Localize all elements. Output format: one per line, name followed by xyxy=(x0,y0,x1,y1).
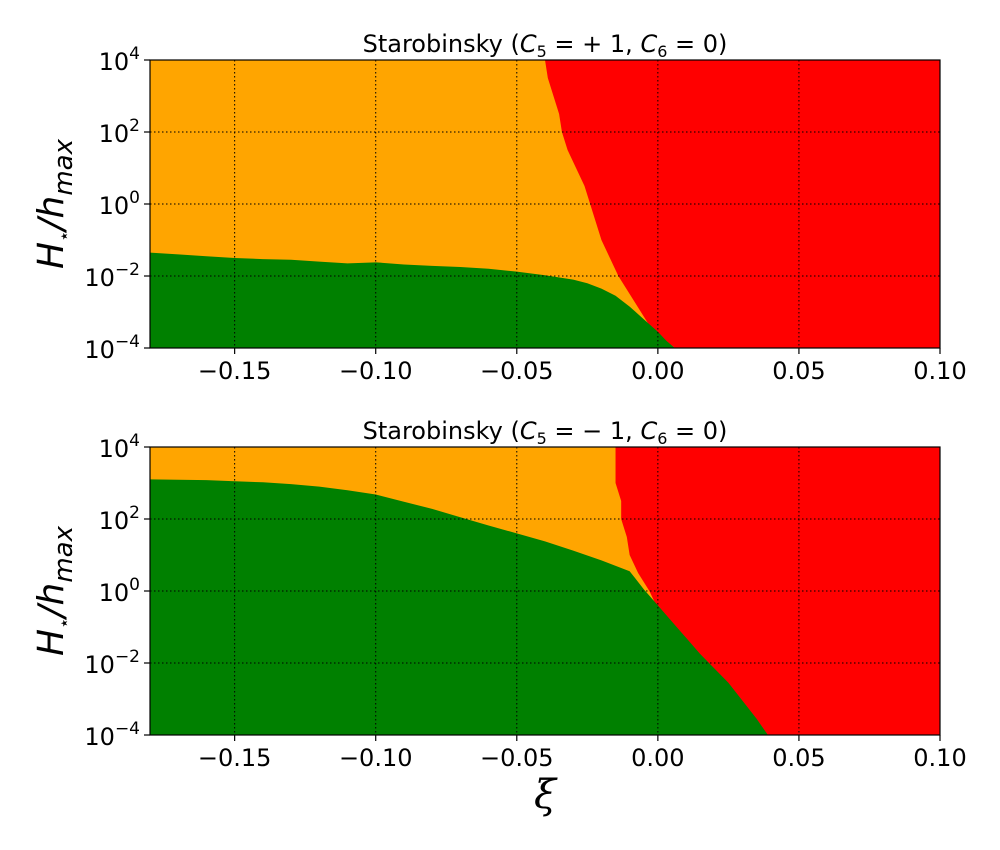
x-tick-label: −0.15 xyxy=(198,357,272,385)
green-region xyxy=(150,252,675,348)
y-axis-label: H⋆/hmax xyxy=(31,138,79,269)
y-tick-label: 10−2 xyxy=(84,647,140,679)
bottom-panel: −0.15 −0.10 −0.05 0.00 0.05 0.10 10−4 10−2 100 10… xyxy=(31,417,967,818)
top-panel: −0.15 −0.10 −0.05 0.00 0.05 0.10 10−4 10−2 100 10… xyxy=(31,30,967,385)
x-tick-label: 0.10 xyxy=(913,744,966,772)
x-tick-label: 0.10 xyxy=(913,357,966,385)
y-axis-label: H⋆/hmax xyxy=(31,525,79,656)
y-tick-label: 102 xyxy=(99,116,140,148)
plot-area xyxy=(150,447,940,735)
chart-title: Starobinsky (C5 = − 1, C6 = 0) xyxy=(363,417,728,448)
plot-area xyxy=(150,60,940,348)
x-tick-label: −0.10 xyxy=(339,357,413,385)
x-tick-label: −0.05 xyxy=(480,744,554,772)
x-axis-label: ξ xyxy=(534,772,558,818)
x-tick-label: 0.00 xyxy=(631,744,684,772)
chart-title: Starobinsky (C5 = + 1, C6 = 0) xyxy=(363,30,728,61)
x-tick-label: 0.05 xyxy=(772,744,825,772)
x-tick-label: −0.15 xyxy=(198,744,272,772)
y-tick-label: 102 xyxy=(99,503,140,535)
green-region xyxy=(150,479,768,735)
y-tick-label: 10−4 xyxy=(84,719,140,751)
y-tick-label: 10−2 xyxy=(84,260,140,292)
y-tick-label: 100 xyxy=(99,188,140,220)
y-tick-label: 104 xyxy=(99,44,140,76)
x-tick-label: 0.00 xyxy=(631,357,684,385)
x-tick-label: 0.05 xyxy=(772,357,825,385)
y-tick-label: 104 xyxy=(99,431,140,463)
x-tick-label: −0.10 xyxy=(339,744,413,772)
y-tick-label: 100 xyxy=(99,575,140,607)
y-tick-label: 10−4 xyxy=(84,332,140,364)
x-tick-label: −0.05 xyxy=(480,357,554,385)
